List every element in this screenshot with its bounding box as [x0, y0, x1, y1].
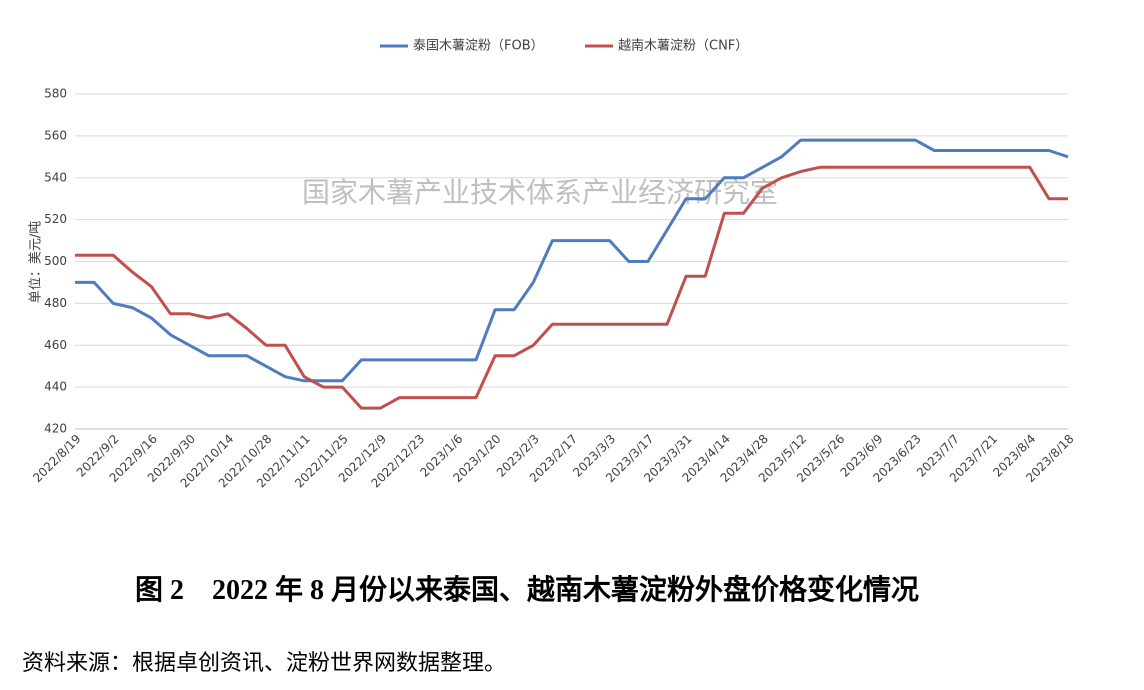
watermark: 国家木薯产业技术体系产业经济研究室 — [302, 176, 778, 209]
y-tick-label: 460 — [44, 338, 67, 352]
chart: 国家木薯产业技术体系产业经济研究室 单位：美元/吨 420 440 460 480 50… — [29, 38, 1077, 491]
y-tick-label: 440 — [44, 380, 67, 394]
y-tick-label: 520 — [44, 212, 67, 226]
source-note: 资料来源：根据卓创资讯、淀粉世界网数据整理。 — [22, 651, 507, 676]
y-tick-label: 560 — [44, 128, 67, 142]
y-tick-label: 420 — [44, 422, 67, 436]
legend-label: 泰国木薯淀粉（FOB） — [413, 39, 544, 54]
y-axis-label: 单位：美元/吨 — [29, 221, 44, 303]
y-tick-label: 540 — [44, 170, 67, 184]
caption: 图 2 2022 年 8 月份以来泰国、越南木薯淀粉外盘价格变化情况 — [135, 575, 920, 606]
y-tick-label: 480 — [44, 296, 67, 310]
legend-label: 越南木薯淀粉（CNF） — [618, 38, 748, 54]
y-tick-label: 580 — [44, 87, 67, 101]
x-tick-label: 2022/8/19 — [30, 432, 83, 485]
series-line — [75, 138, 1069, 383]
y-tick-label: 500 — [44, 254, 67, 268]
series-line — [75, 165, 1068, 410]
